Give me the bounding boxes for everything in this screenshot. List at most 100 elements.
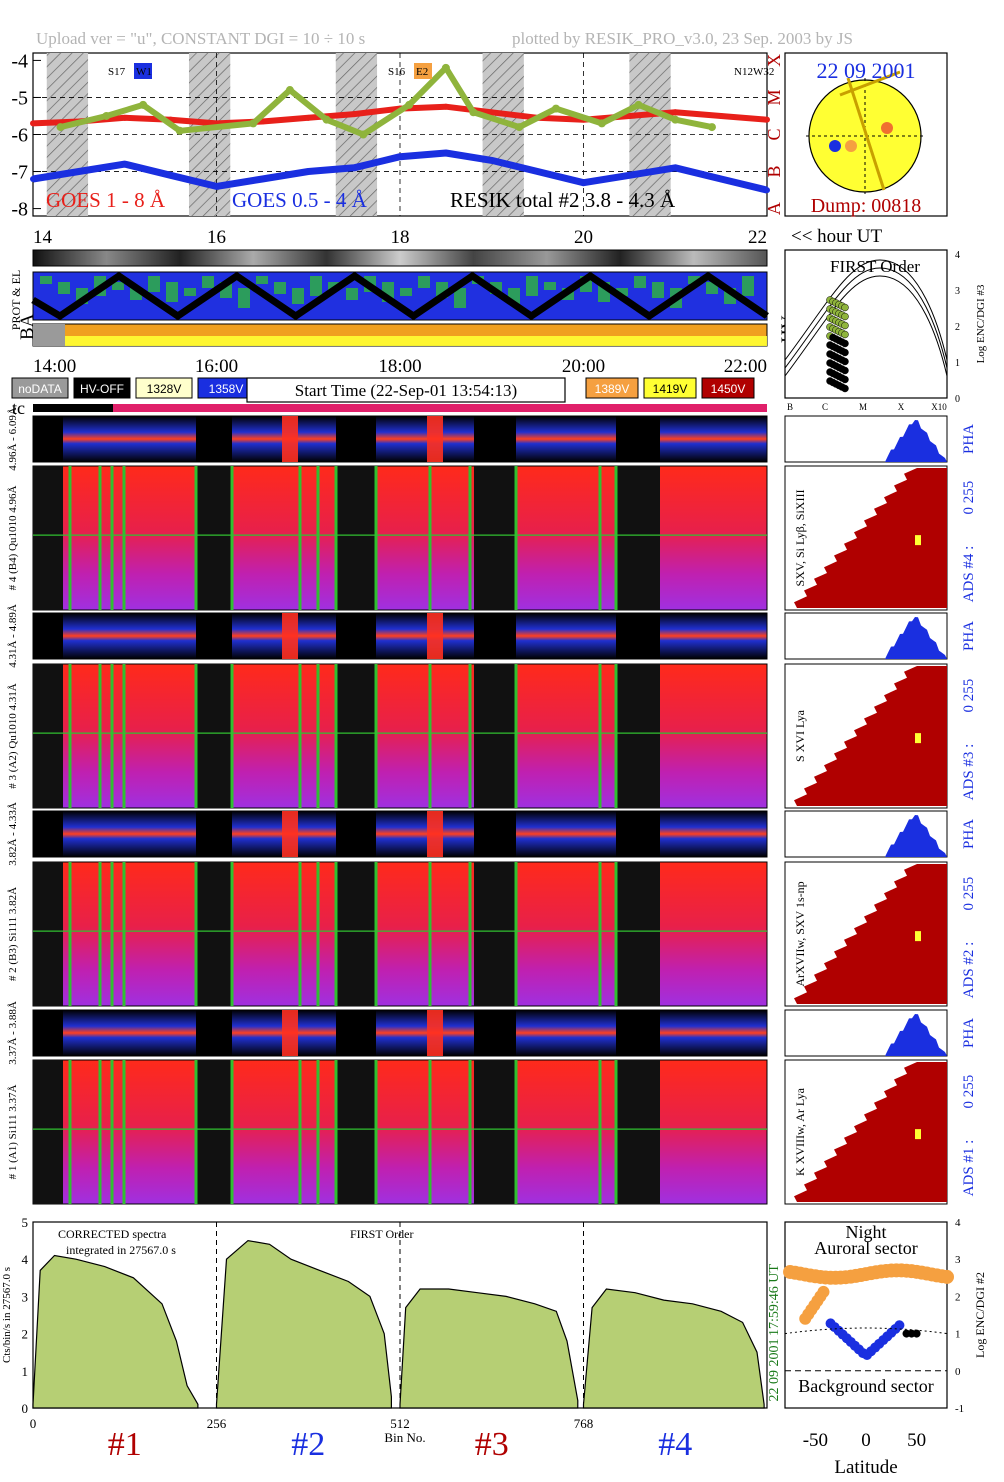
pha-histogram [885, 420, 947, 462]
aurora-sector: Auroral sector [814, 1238, 917, 1258]
first-order-ytick: 0 [955, 394, 960, 405]
series-point [359, 130, 368, 139]
ads-range: 0 255 [961, 1075, 977, 1109]
series-point [305, 114, 312, 121]
goes-ytick: -8 [11, 199, 28, 221]
start-time: Start Time (22-Sep-01 13:54:13) [295, 381, 517, 400]
series-point [139, 100, 148, 109]
spectrum-side-date: 22 09 2001 [767, 1339, 782, 1402]
first-order-ylabel: Log ENC/DGI #3 [975, 284, 987, 363]
aurora-xtick: 0 [861, 1430, 871, 1451]
spec-label: # 3 (A2) Qu1010 4.31Å [7, 683, 19, 788]
goes-class-letters: A B C M X [764, 54, 784, 215]
region-orange-dot [845, 140, 857, 152]
orbit-panel: PROT & EL BA HV 14:0016:0018:0020:0022:0… [9, 249, 799, 377]
series-point [441, 63, 450, 72]
hour-tick: 20 [574, 227, 593, 248]
ads-lines-label: S XVI Lya [793, 709, 807, 762]
hour-ut-label: << hour UT [791, 226, 882, 247]
hour-tick: 18 [391, 227, 410, 248]
legend-label: 1358V [209, 382, 244, 396]
class-letter: X [764, 54, 784, 67]
spectrum-xtick: 512 [390, 1416, 410, 1431]
first-order-panel: FIRST Order 0 1 2 3 4 B C M X X10 Log ENC/DGI #3 [784, 249, 987, 412]
aurora-ytick: 4 [955, 1217, 961, 1229]
hour-tick: 22 [748, 227, 767, 248]
series-point [580, 179, 587, 186]
legend-label: 1328V [147, 382, 182, 396]
series-point [305, 168, 312, 175]
region-tag-code: W1 [136, 66, 152, 78]
spectrum-xlabel: Bin No. [384, 1430, 425, 1445]
tc-label: tc [12, 398, 25, 418]
series-point [597, 119, 606, 128]
aurora-ytick: 1 [955, 1329, 961, 1341]
first-order-xtick: X [898, 402, 905, 412]
pha-label: 4.31Å - 4.89Å [7, 604, 19, 668]
time-tick: 16:00 [195, 356, 238, 377]
pha-label: 3.82Å - 4.33Å [7, 802, 19, 866]
spectrum-segment-#1 [32, 1254, 199, 1409]
pha-text: PHA [961, 819, 977, 849]
first-order-xtick: B [787, 402, 793, 412]
time-tick: 20:00 [562, 356, 605, 377]
spectrum-ytick: 0 [22, 1401, 29, 1416]
class-letter: M [764, 89, 784, 105]
region-tag-box [414, 63, 432, 79]
region-tag: S17 [108, 66, 126, 78]
header-right: plotted by RESIK_PRO_v3.0, 23 Sep. 2003 … [512, 29, 853, 48]
aurora-night: Night [845, 1222, 886, 1242]
legend-box [643, 377, 697, 399]
aurora-ytick: 0 [955, 1366, 961, 1378]
ads-label: ADS #4 : [961, 546, 977, 603]
region-tag: S16 [388, 66, 406, 78]
spectrum-side-time: 17:59:46 UT [767, 1264, 782, 1336]
ads-label: ADS #2 : [961, 942, 977, 999]
hour-tick: 14 [33, 227, 53, 248]
series-point [707, 123, 716, 132]
goes-ytick: -5 [11, 87, 28, 109]
sun-dump: Dump: 00818 [811, 195, 922, 217]
legend-label: noDATA [18, 382, 62, 396]
spec-label: # 1 (A1) Si111 3.37Å [7, 1085, 19, 1180]
legend-box [11, 377, 69, 399]
series-point [634, 100, 643, 109]
ads-range: 0 255 [961, 481, 977, 515]
first-order-ytick: 2 [955, 322, 960, 333]
first-order-xtick: X10 [931, 402, 947, 412]
ads-label: ADS #3 : [961, 744, 977, 801]
pha-histogram [885, 1014, 947, 1056]
ads-histogram [794, 864, 947, 1004]
ba-label: BA [17, 313, 38, 340]
spectrum-title-left2: integrated in 27567.0 s [66, 1243, 176, 1257]
spectrum-ylabel: Cts/bin/s in 27567.0 s [1, 1267, 13, 1363]
goes-ytick: -7 [11, 162, 28, 184]
hv-legend-right: 1389V 1419V 1450V [585, 377, 755, 399]
pha-histogram [885, 815, 947, 857]
legend-label: 1419V [653, 382, 688, 396]
spectrum-title-mid: FIRST Order [350, 1227, 413, 1241]
region-tag: N12W32 [734, 66, 774, 78]
channel-2: 3.82Å - 4.33Å # 2 (B3) Si111 3.82Å PHA ArXV… [7, 802, 977, 1007]
time-tick: 22:00 [724, 356, 767, 377]
spectrum-panel: 0 256 512 768 0 1 2 3 4 5 CORRECTED spectra integ… [1, 1215, 782, 1463]
channel-mark: #4 [658, 1426, 692, 1463]
class-letter: C [764, 128, 784, 140]
spectrum-xtick: 768 [574, 1416, 594, 1431]
series-point [718, 175, 725, 182]
ads-lines-label: K XVIIIw, Ar Lya [793, 1087, 807, 1176]
aurora-ytick: 3 [955, 1254, 961, 1266]
series-point [718, 112, 725, 119]
series-point [285, 86, 294, 95]
series-point [56, 123, 65, 132]
series-point [551, 104, 560, 113]
series-point [213, 183, 220, 190]
legend-box [135, 377, 193, 399]
series-point [671, 115, 680, 124]
class-letter: A [764, 202, 784, 215]
aurora-xtick: 50 [907, 1430, 926, 1451]
aurora-ylabel: Log ENC/DGI #2 [973, 1272, 987, 1358]
aurora-ytick: 2 [955, 1291, 961, 1303]
